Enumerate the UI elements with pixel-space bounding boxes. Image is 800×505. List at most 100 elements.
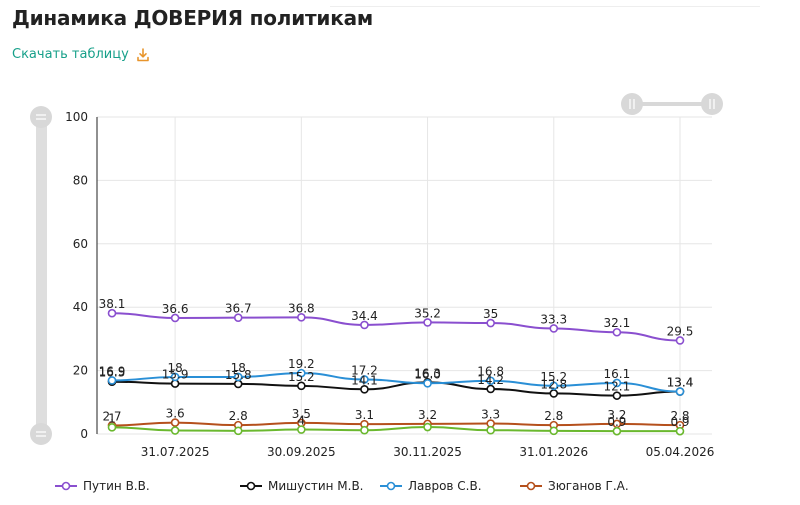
- data-label: 3.6: [166, 407, 185, 421]
- data-label: 15.9: [162, 368, 189, 382]
- data-label: 18: [167, 361, 182, 375]
- data-point[interactable]: [360, 425, 369, 435]
- data-label: 0.9: [670, 415, 689, 429]
- trust-line-chart: 0 20 40 60 80 100 31.07.2025 30.09.2025 30.11.20…: [30, 93, 723, 459]
- data-point[interactable]: [549, 381, 559, 391]
- data-point[interactable]: [233, 372, 243, 382]
- x-tick-label: 31.01.2026: [519, 445, 588, 459]
- data-point[interactable]: [297, 381, 306, 391]
- vertical-range-handle-top[interactable]: [30, 106, 52, 128]
- data-label: 16.0: [414, 367, 441, 381]
- y-tick-label: 0: [80, 427, 88, 441]
- data-label: 2.8: [229, 409, 248, 423]
- data-point[interactable]: [549, 426, 559, 436]
- data-label: 36.6: [162, 302, 189, 316]
- data-label: 4: [298, 414, 306, 428]
- data-point[interactable]: [612, 378, 622, 388]
- data-point[interactable]: [486, 425, 495, 435]
- data-point[interactable]: [423, 422, 432, 432]
- data-point[interactable]: [107, 308, 117, 318]
- data-point[interactable]: [675, 387, 685, 396]
- data-point[interactable]: [612, 426, 622, 436]
- data-label: 18: [231, 361, 246, 375]
- y-tick-label: 20: [73, 364, 88, 378]
- data-point[interactable]: [486, 384, 495, 394]
- data-label: 12.1: [604, 380, 631, 394]
- y-tick-label: 80: [73, 173, 88, 187]
- chart-legend: Путин В.В. Мишустин М.В. Лавров С.В. Зюг…: [55, 479, 660, 493]
- data-label: 17.2: [351, 363, 378, 377]
- data-point[interactable]: [170, 418, 180, 427]
- data-label: 16.3: [414, 366, 441, 380]
- data-point[interactable]: [107, 423, 117, 432]
- x-tick-label: 30.09.2025: [267, 445, 336, 459]
- data-point[interactable]: [360, 320, 369, 330]
- data-point[interactable]: [675, 336, 685, 345]
- data-label: 15.2: [288, 370, 315, 384]
- page-title: Динамика ДОВЕРИЯ политикам: [12, 6, 374, 30]
- data-point[interactable]: [297, 425, 306, 434]
- download-label: Скачать таблицу: [12, 47, 129, 62]
- data-point[interactable]: [233, 313, 243, 322]
- data-point[interactable]: [107, 376, 117, 385]
- data-point[interactable]: [486, 376, 495, 386]
- data-label: 0.9: [607, 415, 626, 429]
- data-label: 3.1: [355, 408, 374, 422]
- horizontal-range-track[interactable]: [632, 102, 712, 106]
- horizontal-range-handle-right[interactable]: [701, 93, 723, 115]
- data-label: 19.2: [288, 357, 315, 371]
- data-label: 29.5: [667, 324, 694, 338]
- data-label: 15.8: [225, 368, 252, 382]
- x-tick-label: 05.04.2026: [646, 445, 715, 459]
- legend-item-mishustin[interactable]: Мишустин М.В.: [240, 479, 380, 493]
- data-point[interactable]: [612, 327, 622, 337]
- data-label: 2.7: [102, 409, 121, 423]
- data-point[interactable]: [297, 368, 306, 378]
- data-label: 16.8: [477, 365, 504, 379]
- data-point[interactable]: [360, 385, 369, 394]
- data-point[interactable]: [170, 426, 180, 435]
- legend-marker-icon: [240, 481, 262, 491]
- data-point[interactable]: [675, 426, 685, 436]
- data-label: 14.2: [477, 373, 504, 387]
- data-point[interactable]: [170, 372, 180, 382]
- data-point[interactable]: [423, 318, 432, 327]
- series-line-3: [111, 421, 681, 427]
- data-label: 36.8: [288, 301, 315, 315]
- data-label: 13.4: [667, 376, 694, 390]
- chart-grid: [97, 116, 712, 435]
- data-label: 35.2: [414, 306, 441, 320]
- vertical-range-handle-bottom[interactable]: [30, 423, 52, 445]
- data-point[interactable]: [233, 426, 243, 436]
- legend-item-zyuganov[interactable]: Зюганов Г.А.: [520, 479, 660, 493]
- data-label: 12.8: [540, 377, 567, 391]
- data-label: 16.5: [99, 366, 126, 380]
- x-tick-label: 30.11.2025: [393, 445, 462, 459]
- y-tick-label: 40: [73, 300, 88, 314]
- horizontal-range-handle-left[interactable]: [621, 93, 643, 115]
- data-label: 2.8: [544, 409, 563, 423]
- data-point[interactable]: [612, 391, 622, 400]
- legend-label: Мишустин М.В.: [268, 479, 364, 493]
- data-point[interactable]: [423, 378, 432, 388]
- data-label: 1: [108, 411, 116, 425]
- data-label: 35: [483, 307, 498, 321]
- data-point[interactable]: [486, 318, 495, 328]
- data-label: 16.9: [99, 364, 126, 378]
- data-label: 3.2: [418, 408, 437, 422]
- data-label: 32.1: [604, 316, 631, 330]
- vertical-range-track[interactable]: [36, 112, 47, 434]
- y-tick-label: 100: [65, 110, 88, 124]
- legend-item-lavrov[interactable]: Лавров С.В.: [380, 479, 520, 493]
- chart-data-labels: 38.1 36.6 36.7 36.8 34.4 35.2 35 33.3 32.1 29.5 16…: [99, 297, 694, 429]
- data-point[interactable]: [360, 375, 369, 384]
- download-icon: [136, 47, 149, 61]
- data-label: 34.4: [351, 309, 378, 323]
- legend-item-putin[interactable]: Путин В.В.: [55, 479, 240, 493]
- legend-marker-icon: [55, 481, 77, 491]
- legend-label: Лавров С.В.: [408, 479, 482, 493]
- data-point[interactable]: [549, 324, 559, 333]
- download-table-link[interactable]: Скачать таблицу: [12, 47, 150, 62]
- data-point[interactable]: [170, 313, 180, 323]
- data-point[interactable]: [297, 313, 306, 322]
